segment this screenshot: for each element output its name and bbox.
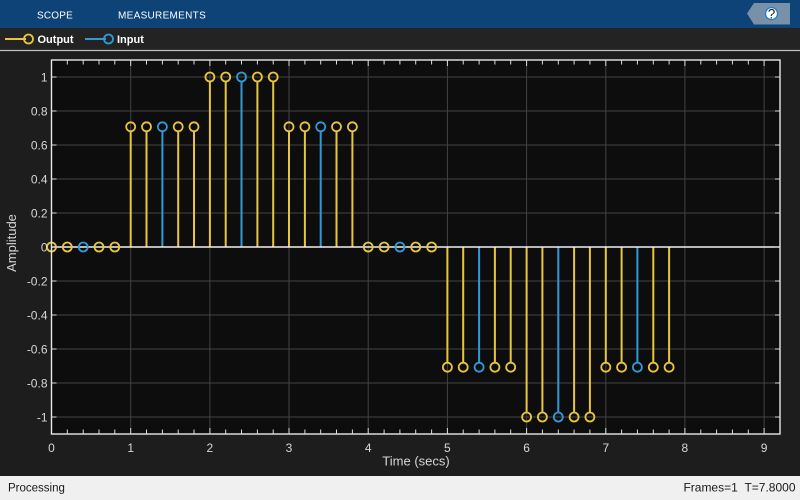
svg-text:1: 1: [127, 441, 134, 455]
svg-text:Processing: Processing: [8, 483, 65, 495]
svg-text:Amplitude: Amplitude: [4, 214, 19, 272]
svg-text:-0.8: -0.8: [27, 376, 48, 390]
svg-text:-1: -1: [37, 410, 48, 424]
svg-text:SCOPE: SCOPE: [37, 11, 73, 22]
svg-text:Output: Output: [38, 34, 74, 46]
svg-text:Time (secs): Time (secs): [382, 454, 449, 469]
svg-text:Frames=1 T=7.8000: Frames=1 T=7.8000: [683, 481, 795, 495]
svg-text:7: 7: [602, 441, 609, 455]
svg-text:0.6: 0.6: [31, 138, 48, 152]
svg-text:9: 9: [761, 441, 768, 455]
svg-text:?: ?: [768, 7, 776, 22]
svg-text:0.4: 0.4: [31, 172, 48, 186]
svg-text:Input: Input: [117, 34, 144, 46]
svg-text:0: 0: [41, 240, 48, 254]
svg-text:MEASUREMENTS: MEASUREMENTS: [118, 11, 206, 22]
svg-text:8: 8: [682, 441, 689, 455]
svg-text:3: 3: [286, 441, 293, 455]
svg-text:1: 1: [41, 70, 48, 84]
svg-text:2: 2: [207, 441, 214, 455]
svg-text:-0.4: -0.4: [27, 308, 48, 322]
svg-text:4: 4: [365, 441, 372, 455]
svg-text:5: 5: [444, 441, 451, 455]
svg-text:-0.6: -0.6: [27, 342, 48, 356]
svg-text:6: 6: [523, 441, 530, 455]
svg-text:0.8: 0.8: [31, 104, 48, 118]
svg-text:-0.2: -0.2: [27, 274, 48, 288]
svg-text:0: 0: [48, 441, 55, 455]
svg-text:0.2: 0.2: [31, 206, 48, 220]
